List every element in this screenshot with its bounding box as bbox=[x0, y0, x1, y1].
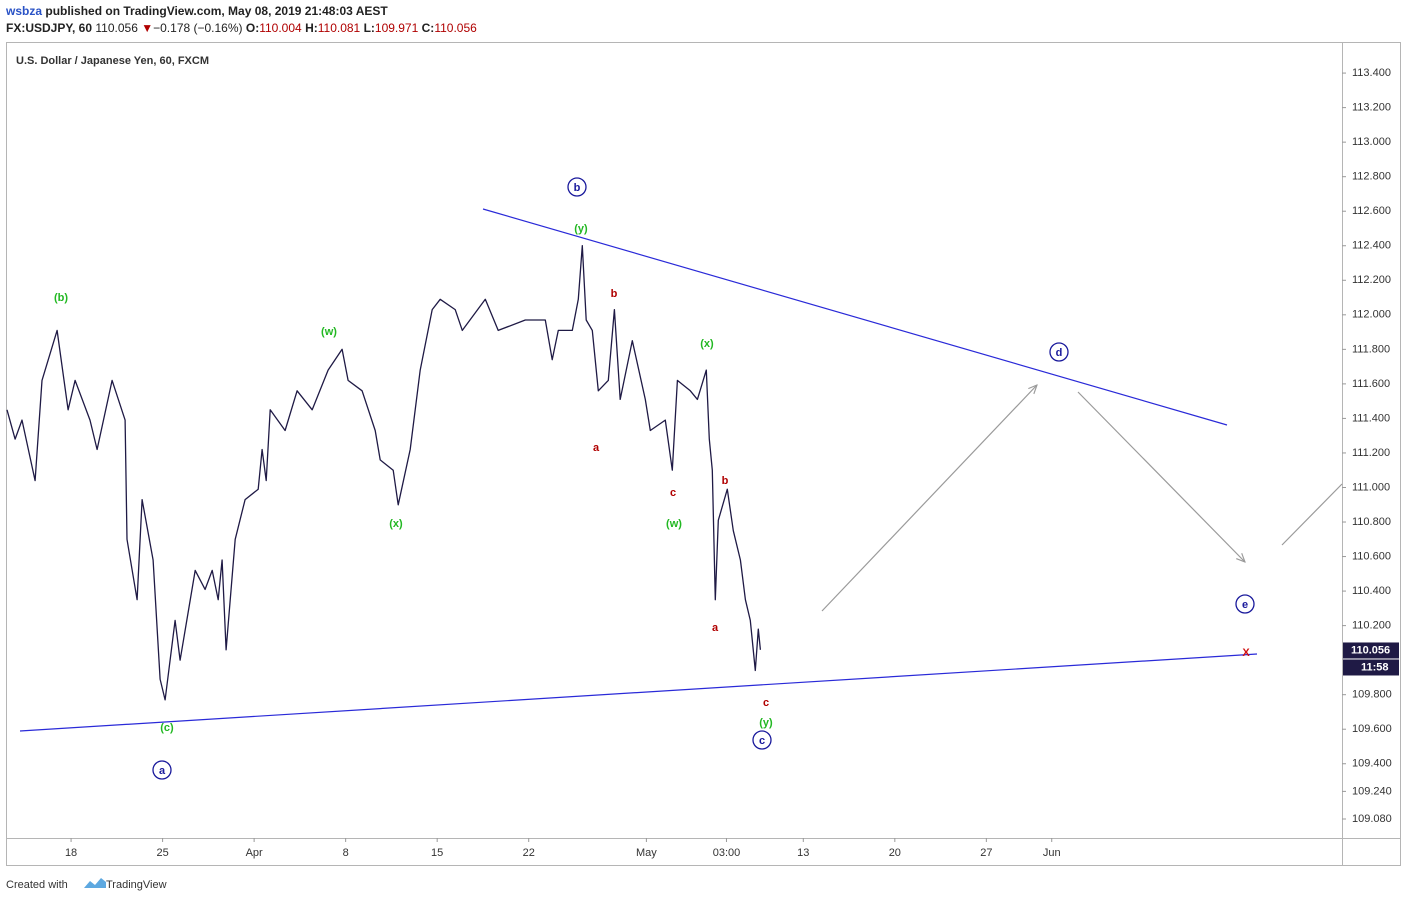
y-tick-label: 109.080 bbox=[1352, 813, 1392, 825]
header-quote: FX:USDJPY, 60 110.056 ▼−0.178 (−0.16%) O… bbox=[6, 21, 477, 35]
y-tick-label: 110.400 bbox=[1352, 585, 1391, 597]
symbol: FX:USDJPY, 60 bbox=[6, 21, 92, 35]
wave-circle bbox=[1235, 594, 1255, 614]
wave-label: b bbox=[574, 182, 581, 194]
wave-label: (x) bbox=[700, 338, 714, 350]
x-tick-label: 22 bbox=[523, 847, 535, 859]
footer-text: Created with bbox=[6, 879, 68, 891]
y-tick-label: 110.600 bbox=[1352, 550, 1391, 562]
wave-circle bbox=[567, 177, 587, 197]
wave-label: (w) bbox=[666, 518, 682, 530]
wave-label: a bbox=[712, 622, 719, 634]
y-tick-label: 109.800 bbox=[1352, 689, 1392, 701]
wave-label: (w) bbox=[321, 326, 337, 338]
wave-circle bbox=[152, 760, 172, 780]
x-tick-label: Apr bbox=[246, 847, 263, 859]
y-tick-label: 113.200 bbox=[1352, 102, 1391, 114]
c-label: C: bbox=[422, 21, 435, 35]
y-tick-label: 112.400 bbox=[1352, 240, 1391, 252]
c-value: 110.056 bbox=[434, 21, 477, 35]
x-tick-label: May bbox=[636, 847, 657, 859]
last: 110.056 bbox=[95, 21, 138, 35]
wave-circle bbox=[752, 730, 772, 750]
header-line: wsbza published on TradingView.com, May … bbox=[5, 4, 388, 18]
h-label: H: bbox=[305, 21, 318, 35]
y-tick-label: 113.400 bbox=[1352, 67, 1391, 79]
wave-label: a bbox=[593, 442, 600, 454]
wave-label: b bbox=[611, 288, 618, 300]
x-tick-label: 15 bbox=[431, 847, 443, 859]
wave-label: b bbox=[722, 475, 729, 487]
y-tick-label: 112.800 bbox=[1352, 171, 1391, 183]
wave-label: (b) bbox=[54, 292, 68, 304]
y-tick-label: 112.200 bbox=[1352, 274, 1391, 286]
countdown-tag bbox=[1343, 659, 1399, 676]
l-value: 109.971 bbox=[375, 21, 419, 35]
y-tick-label: 111.600 bbox=[1352, 378, 1390, 390]
y-tick-label: 111.400 bbox=[1352, 412, 1390, 424]
footer-brand: TradingView bbox=[106, 879, 167, 891]
last-price-label: 110.056 bbox=[1351, 644, 1390, 656]
trend-line bbox=[482, 208, 1228, 426]
l-label: L: bbox=[364, 21, 375, 35]
arrow: ▼ bbox=[141, 21, 153, 35]
wave-label: c bbox=[759, 735, 765, 747]
chart-title: U.S. Dollar / Japanese Yen, 60, FXCM bbox=[16, 55, 209, 67]
frame bbox=[6, 42, 1401, 866]
x-tick-label: 27 bbox=[980, 847, 992, 859]
wave-label: e bbox=[1242, 599, 1248, 611]
wave-circle bbox=[1049, 342, 1069, 362]
wave-label: a bbox=[159, 765, 166, 777]
wave-label: X bbox=[1242, 647, 1250, 659]
x-tick-label: 18 bbox=[65, 847, 77, 859]
y-tick-label: 112.000 bbox=[1352, 309, 1391, 321]
y-tick-label: 113.000 bbox=[1352, 136, 1391, 148]
o-value: 110.004 bbox=[259, 21, 302, 35]
wave-label: (y) bbox=[574, 223, 588, 235]
trend-line bbox=[19, 653, 1258, 732]
countdown-label: 11:58 bbox=[1361, 661, 1389, 673]
projection-arrow bbox=[1077, 391, 1245, 562]
wave-label: c bbox=[763, 697, 769, 709]
wave-label: c bbox=[670, 487, 676, 499]
y-tick-label: 109.240 bbox=[1352, 785, 1392, 797]
y-tick-label: 109.600 bbox=[1352, 723, 1392, 735]
wave-label: (c) bbox=[160, 722, 174, 734]
wave-label: (x) bbox=[389, 518, 403, 530]
projection-arrow bbox=[821, 385, 1037, 612]
price-line bbox=[6, 245, 762, 701]
y-tick-label: 111.200 bbox=[1352, 447, 1390, 459]
y-tick-label: 110.800 bbox=[1352, 516, 1391, 528]
wave-label: d bbox=[1056, 347, 1063, 359]
logo bbox=[84, 878, 106, 888]
x-tick-label: 25 bbox=[156, 847, 168, 859]
x-tick-label: 20 bbox=[889, 847, 901, 859]
x-tick-label: 13 bbox=[797, 847, 809, 859]
x-tick-label: 8 bbox=[343, 847, 349, 859]
y-tick-label: 110.200 bbox=[1352, 620, 1391, 632]
y-tick-label: 111.800 bbox=[1352, 343, 1390, 355]
y-tick-label: 112.600 bbox=[1352, 205, 1391, 217]
change: −0.178 (−0.16%) bbox=[153, 21, 242, 35]
y-tick-label: 111.000 bbox=[1352, 481, 1390, 493]
x-tick-label: Jun bbox=[1043, 847, 1061, 859]
o-label: O: bbox=[246, 21, 259, 35]
last-price-tag bbox=[1343, 642, 1399, 659]
published: published on TradingView.com, May 08, 20… bbox=[45, 4, 388, 18]
h-value: 110.081 bbox=[318, 21, 361, 35]
x-tick-label: 03:00 bbox=[713, 847, 741, 859]
y-tick-label: 109.400 bbox=[1352, 758, 1392, 770]
projection-arrow bbox=[1281, 483, 1343, 546]
author: wsbza bbox=[5, 4, 42, 18]
wave-label: (y) bbox=[759, 717, 773, 729]
